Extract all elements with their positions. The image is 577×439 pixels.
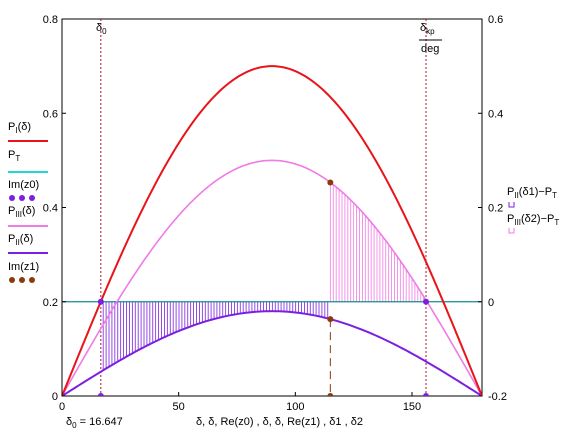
x-axis-title: δ, δ, Re(z0) , δ, δ, Re(z1) , δ1 , δ2 [196,416,363,428]
top-label-deg: deg [421,43,439,55]
legend-label-z0: Im(z0) [8,179,39,191]
series-line-p3 [62,159,482,396]
legend-label-pt: PT [8,149,20,163]
z1-point-1 [327,316,334,323]
top-label-d0: δ0 [96,22,107,36]
z0-point-2 [423,298,429,305]
legend-label-z1: Im(z1) [8,261,39,273]
z1-point-2 [327,393,334,396]
legend-label-p1: PI(δ) [8,121,31,135]
legend-dot-z0-c [29,195,35,201]
left-legend: PI(δ) PT Im(z0) PIII(δ) PII(δ) Im(z1) [8,121,48,283]
x-readout: δ0 = 16.647 [66,416,123,430]
y-right-tick-label: 0.4 [488,108,503,120]
legend-dot-z0-b [19,195,25,201]
z0-point-1 [97,393,104,396]
y-right-tick-label: 0.2 [488,203,503,215]
legend-dot-z1-c [29,277,35,283]
y-left-tick-label: 0.4 [43,203,58,215]
y-left-tick-label: 0.6 [43,108,58,120]
series-line-p2 [62,310,482,396]
legend-label-area3: PIII(δ2)−PT [507,213,559,227]
legend-label-area2: PII(δ1)−PT [507,186,557,200]
x-tick-label: 100 [286,401,304,413]
y-left-tick-label: 0.2 [43,297,58,309]
legend-label-p3: PIII(δ) [8,205,35,219]
series-line-p1 [62,65,482,396]
y-right-tick-label: 0 [488,297,494,309]
legend-swatch-area3 [508,228,515,234]
x-tick-label: 50 [173,401,185,413]
right-legend: PII(δ1)−PT PIII(δ2)−PT [507,186,559,234]
y-left-tick-label: 0 [52,391,58,403]
z0-point-3 [423,393,429,396]
legend-dot-z0-a [9,195,15,201]
legend-swatch-area2 [508,202,515,208]
z1-point-0 [327,179,334,186]
z0-point-0 [97,298,104,305]
legend-label-p2: PII(δ) [8,233,33,247]
legend-dot-z1-b [19,277,25,283]
y-right-tick-label: -0.2 [488,391,507,403]
x-tick-label: 150 [403,401,421,413]
y-left-tick-label: 0.8 [43,14,58,26]
legend-dot-z1-a [9,277,15,283]
y-right-tick-label: 0.6 [488,14,503,26]
x-tick-label: 0 [59,401,65,413]
plot-frame [61,18,483,397]
